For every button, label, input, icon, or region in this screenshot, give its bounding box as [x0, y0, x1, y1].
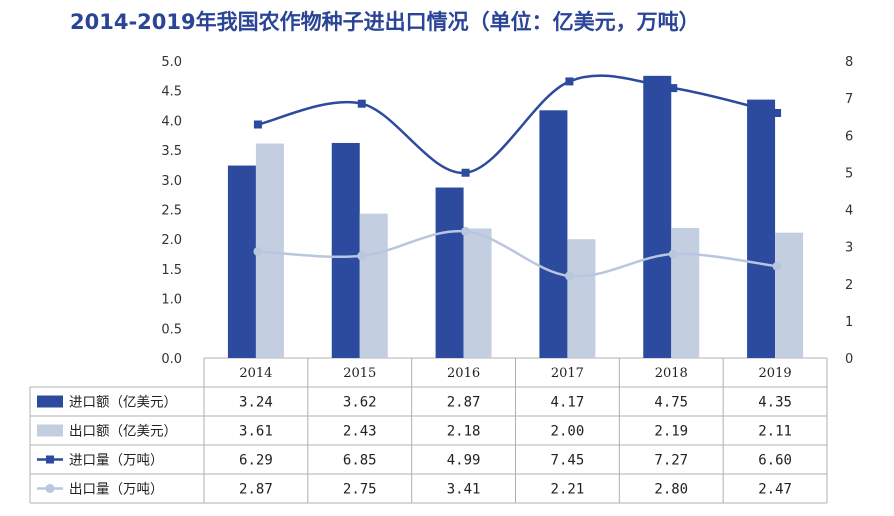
- left-axis-tick-label: 3.0: [161, 174, 182, 189]
- data-label: 6.60: [758, 453, 792, 469]
- legend-label: 出口量（万吨）: [69, 482, 164, 498]
- left-axis-tick-label: 5.0: [161, 55, 182, 70]
- data-label: 2.19: [654, 424, 688, 440]
- left-axis-tick-label: 0.0: [161, 352, 182, 367]
- right-axis-tick-label: 6: [845, 129, 853, 144]
- chart-title: 2014-2019年我国农作物种子进出口情况（单位：亿美元，万吨）: [70, 10, 700, 34]
- bar-import-value: [539, 110, 568, 358]
- data-label: 2.18: [447, 424, 481, 440]
- data-label: 2.75: [343, 482, 377, 498]
- marker-import-volume: [669, 84, 678, 93]
- bar-export-value: [463, 228, 492, 358]
- bar-import-value: [643, 75, 672, 358]
- right-axis-tick-label: 8: [845, 55, 853, 70]
- category-label: 2018: [655, 366, 688, 381]
- bar-export-value: [775, 232, 804, 358]
- marker-export-volume: [357, 251, 367, 261]
- legend-key-bar: [37, 424, 63, 437]
- category-label: 2017: [551, 366, 584, 381]
- data-label: 6.85: [343, 453, 377, 469]
- marker-import-volume: [565, 77, 574, 86]
- data-label: 2.00: [551, 424, 585, 440]
- marker-export-volume: [564, 271, 574, 281]
- right-axis-tick-label: 3: [845, 241, 853, 256]
- data-label: 2.43: [343, 424, 377, 440]
- data-label: 4.17: [551, 395, 585, 411]
- left-axis-tick-label: 4.5: [161, 85, 182, 100]
- data-label: 2.87: [447, 395, 481, 411]
- marker-export-volume: [253, 246, 263, 256]
- category-label: 2015: [343, 366, 376, 381]
- right-axis-tick-label: 1: [845, 315, 853, 330]
- category-label: 2016: [447, 366, 480, 381]
- marker-export-volume: [461, 226, 471, 236]
- left-axis-tick-label: 2.0: [161, 233, 182, 248]
- data-label: 4.35: [758, 395, 792, 411]
- data-label: 7.45: [551, 453, 585, 469]
- bar-export-value: [671, 227, 700, 358]
- data-label: 3.61: [239, 424, 273, 440]
- legend-label: 出口额（亿美元）: [69, 424, 177, 440]
- right-axis-tick-label: 5: [845, 166, 853, 181]
- data-label: 2.80: [654, 482, 688, 498]
- right-axis-tick-label: 4: [845, 204, 853, 219]
- data-label: 2.21: [551, 482, 585, 498]
- right-axis-tick-label: 7: [845, 92, 853, 107]
- data-label: 3.24: [239, 395, 273, 411]
- legend-key-marker: [45, 484, 55, 493]
- left-axis-tick-label: 3.5: [161, 144, 182, 159]
- bar-import-value: [227, 165, 256, 358]
- bar-import-value: [747, 99, 776, 359]
- data-label: 4.99: [447, 453, 481, 469]
- legend-key-marker: [46, 455, 54, 464]
- data-label: 4.75: [654, 395, 688, 411]
- legend-label: 进口量（万吨）: [69, 453, 164, 469]
- data-label: 3.41: [447, 482, 481, 498]
- line-import-volume: [257, 74, 778, 175]
- marker-export-volume: [668, 249, 678, 259]
- data-label: 6.29: [239, 453, 273, 469]
- marker-export-volume: [772, 261, 782, 271]
- marker-import-volume: [357, 99, 366, 108]
- bar-import-value: [435, 187, 464, 358]
- legend-key-bar: [37, 395, 63, 408]
- line-export-volume: [257, 229, 778, 278]
- marker-import-volume: [461, 168, 470, 177]
- marker-import-volume: [773, 108, 782, 117]
- bar-export-value: [359, 213, 388, 358]
- bar-import-value: [331, 142, 360, 358]
- data-label: 2.47: [758, 482, 792, 498]
- data-label: 7.27: [654, 453, 688, 469]
- marker-import-volume: [253, 120, 262, 129]
- data-label: 2.11: [758, 424, 792, 440]
- left-axis-tick-label: 1.5: [161, 263, 182, 278]
- data-label: 3.62: [343, 395, 377, 411]
- left-axis-tick-label: 1.0: [161, 293, 182, 308]
- bar-export-value: [567, 239, 596, 358]
- left-axis-tick-label: 2.5: [161, 204, 182, 219]
- left-axis-tick-label: 4.0: [161, 114, 182, 129]
- data-label: 2.87: [239, 482, 273, 498]
- left-axis-tick-label: 0.5: [161, 322, 182, 337]
- right-axis-tick-label: 0: [845, 352, 853, 367]
- category-label: 2019: [759, 366, 792, 381]
- category-label: 2014: [239, 366, 272, 381]
- legend-label: 进口额（亿美元）: [69, 395, 177, 411]
- right-axis-tick-label: 2: [845, 278, 853, 293]
